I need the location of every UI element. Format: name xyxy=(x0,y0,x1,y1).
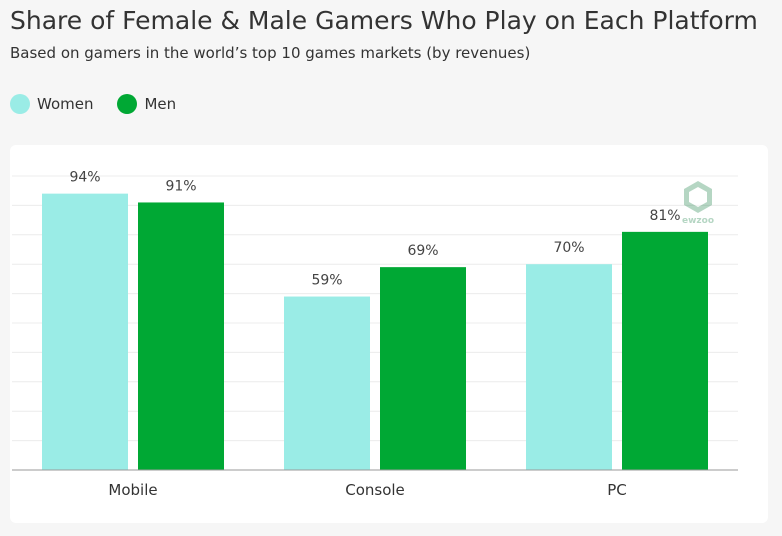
chart-title: Share of Female & Male Gamers Who Play o… xyxy=(10,6,758,35)
bar-console-men[interactable] xyxy=(380,267,466,470)
legend-label-men: Men xyxy=(144,95,177,113)
bar-console-women[interactable] xyxy=(284,296,370,470)
watermark-hexagon-inner xyxy=(689,187,707,207)
chart-subtitle: Based on gamers in the world’s top 10 ga… xyxy=(10,44,531,62)
watermark-text: ewzoo xyxy=(682,216,714,225)
legend-item-women[interactable]: Women xyxy=(10,94,93,114)
bar-mobile-men[interactable] xyxy=(138,202,224,470)
data-label-pc-women: 70% xyxy=(553,240,584,256)
bar-pc-women[interactable] xyxy=(526,264,612,470)
watermark-hexagon-shape xyxy=(684,181,712,213)
data-label-console-men: 69% xyxy=(407,243,438,259)
x-tick-label-console: Console xyxy=(345,481,405,499)
newzoo-logo-watermark: ewzoo xyxy=(682,181,714,225)
legend-item-men[interactable]: Men xyxy=(117,94,176,114)
data-label-console-women: 59% xyxy=(311,273,342,289)
legend-swatch-women xyxy=(10,94,30,114)
legend-label-women: Women xyxy=(37,95,94,113)
chart-legend: Women Men xyxy=(10,93,200,115)
data-label-pc-men: 81% xyxy=(649,208,680,224)
bar-mobile-women[interactable] xyxy=(42,193,128,470)
data-label-mobile-women: 94% xyxy=(69,170,100,186)
x-tick-label-mobile: Mobile xyxy=(108,481,157,499)
legend-swatch-men xyxy=(117,94,138,114)
bar-pc-men[interactable] xyxy=(622,231,708,470)
x-tick-label-pc: PC xyxy=(607,481,627,499)
data-label-mobile-men: 91% xyxy=(165,178,196,194)
